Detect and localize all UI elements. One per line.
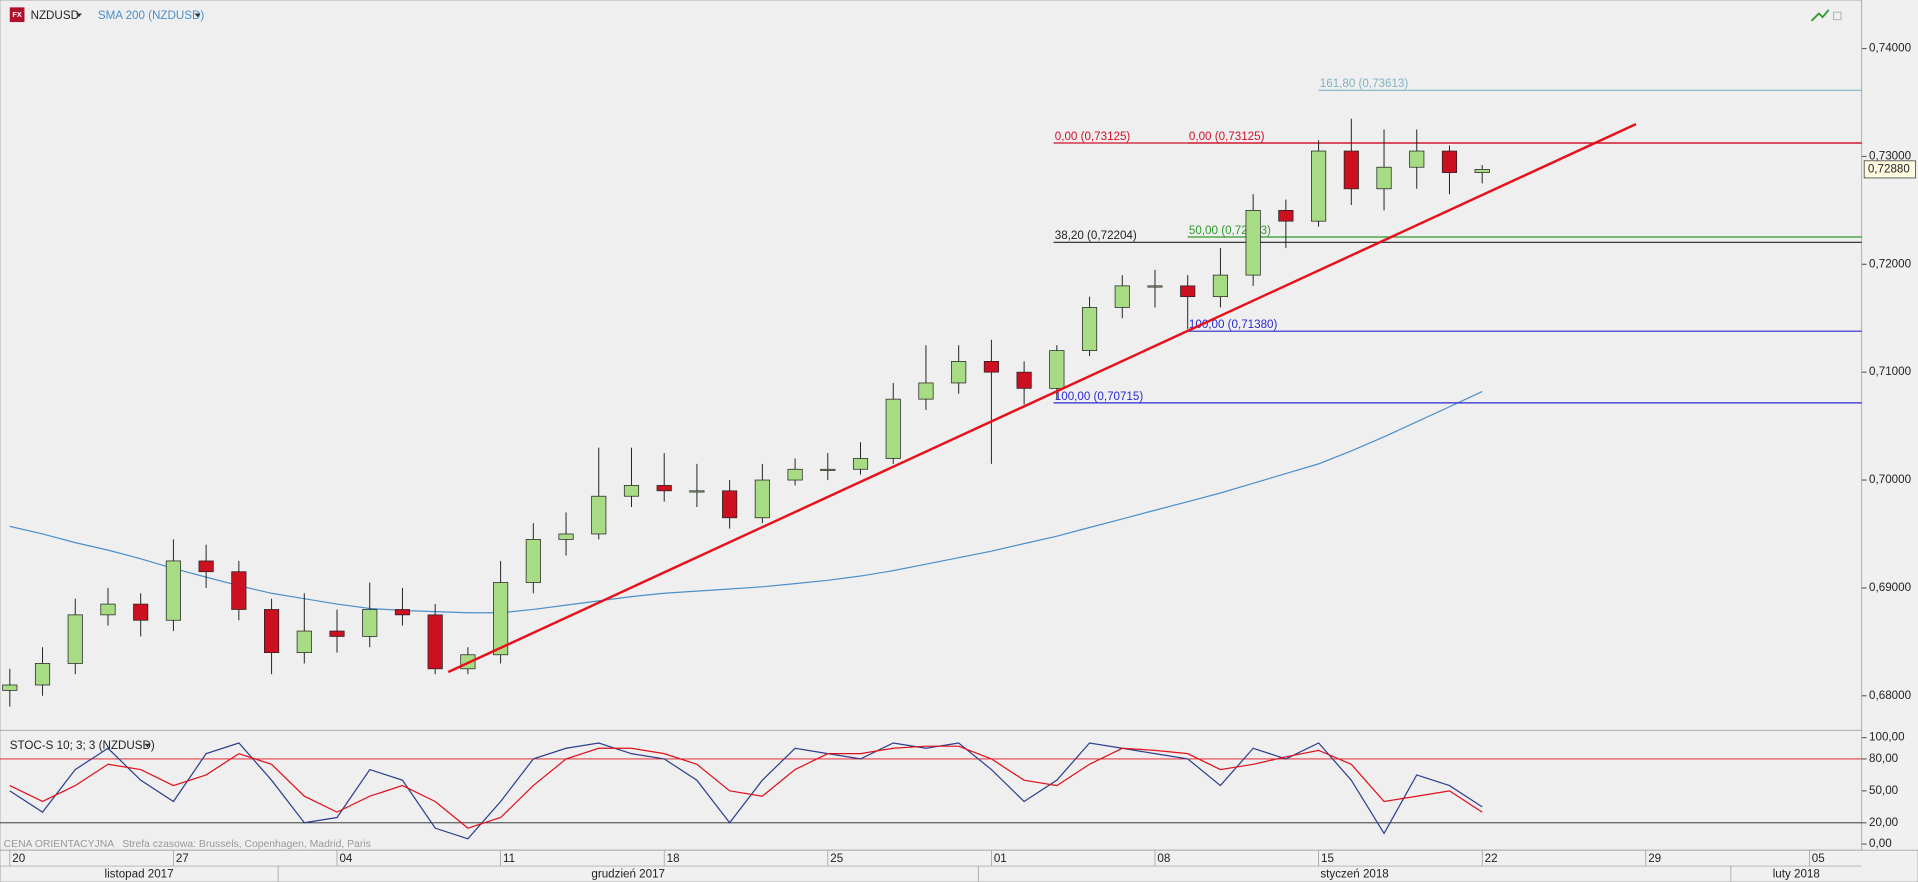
x-tick-label: 25 xyxy=(830,852,843,865)
x-tick-label: 22 xyxy=(1485,852,1498,865)
candle-body xyxy=(951,361,967,384)
fib-level-label: 0,00 (0,73125) xyxy=(1055,130,1131,143)
candle-body xyxy=(820,468,836,471)
footer-note: CENA ORIENTACYJNA Strefa czasowa: Brusse… xyxy=(4,839,371,850)
y-tick-label: 20,00 xyxy=(1869,816,1898,829)
candle-body xyxy=(2,684,18,691)
x-tick-label: 15 xyxy=(1321,852,1334,865)
y-tick-label: 0,69000 xyxy=(1869,581,1911,594)
candle-body xyxy=(1409,150,1425,168)
window-icon[interactable] xyxy=(1832,11,1842,21)
candle-body xyxy=(198,560,214,573)
candle-body xyxy=(1441,150,1458,173)
x-tick-label: 27 xyxy=(176,852,189,865)
x-tick-label: 01 xyxy=(994,852,1007,865)
candle-body xyxy=(983,361,999,373)
candle-body xyxy=(296,630,312,653)
candle-body xyxy=(427,614,443,670)
x-tick-label: 29 xyxy=(1648,852,1661,865)
trendline xyxy=(447,122,1637,674)
last-price-label: 0,72880 xyxy=(1868,162,1910,175)
price-pane xyxy=(0,0,1863,731)
candle-body xyxy=(493,582,509,656)
candle-body xyxy=(1147,285,1163,288)
indicator-label[interactable]: SMA 200 (NZDUSD) xyxy=(98,9,205,22)
trend-icon[interactable] xyxy=(1810,9,1830,22)
candle-body xyxy=(67,614,83,664)
candle-body xyxy=(689,490,705,493)
candle-body xyxy=(525,538,541,583)
stoch-title[interactable]: STOC-S 10; 3; 3 (NZDUSD) xyxy=(10,739,155,752)
fib-level-label: 0,00 (0,73125) xyxy=(1189,130,1265,143)
candle-body xyxy=(1376,166,1392,190)
candle-body xyxy=(165,560,181,621)
candle-body xyxy=(1474,169,1490,173)
candle-body xyxy=(1114,285,1130,308)
dropdown-icon[interactable] xyxy=(75,13,82,18)
candle-body xyxy=(1245,210,1261,276)
candle-body xyxy=(623,485,640,497)
candle-body xyxy=(558,533,574,540)
y-tick-label: 0,73000 xyxy=(1869,150,1911,163)
last-price-box xyxy=(1863,160,1916,179)
x-tick-label: 20 xyxy=(12,852,25,865)
dropdown-icon[interactable] xyxy=(194,13,201,18)
y-tick-label: 0,72000 xyxy=(1869,257,1911,270)
y-tick-label: 0,00 xyxy=(1869,837,1892,850)
candle-body xyxy=(918,382,934,400)
month-label: styczeń 2018 xyxy=(1320,868,1388,881)
fx-icon xyxy=(9,7,25,23)
x-tick-label: 11 xyxy=(503,852,515,865)
candle-body xyxy=(394,609,411,616)
candle-body xyxy=(329,630,345,637)
fib-level-label: 38,20 (0,72204) xyxy=(1055,229,1137,242)
dropdown-icon[interactable] xyxy=(144,743,151,748)
y-tick-label: 0,70000 xyxy=(1869,473,1911,486)
x-tick-label: 05 xyxy=(1812,852,1825,865)
candle-body xyxy=(754,479,770,519)
fib-level-label: 161,80 (0,73613) xyxy=(1320,77,1409,90)
candle-body xyxy=(100,603,116,616)
sma-line xyxy=(9,391,1483,614)
y-tick-label: 100,00 xyxy=(1869,731,1905,744)
symbol-title[interactable]: NZDUSD xyxy=(31,9,79,22)
y-tick-label: 0,74000 xyxy=(1869,42,1911,55)
x-tick-label: 08 xyxy=(1157,852,1170,865)
candle-body xyxy=(133,603,149,621)
fx-icon-text: FX xyxy=(12,10,21,19)
y-tick-label: 50,00 xyxy=(1869,784,1898,797)
candle-body xyxy=(264,609,280,653)
candle-body xyxy=(656,485,672,492)
y-tick-label: 0,68000 xyxy=(1869,689,1911,702)
candle-body xyxy=(852,458,869,470)
month-label: luty 2018 xyxy=(1773,868,1820,881)
y-tick-label: 0,71000 xyxy=(1869,365,1911,378)
y-tick-label: 80,00 xyxy=(1869,752,1898,765)
month-label: grudzień 2017 xyxy=(591,868,665,881)
candle-body xyxy=(34,663,51,686)
candle-body xyxy=(1343,150,1359,190)
candle-body xyxy=(1278,210,1294,222)
x-tick-label: 18 xyxy=(667,852,680,865)
stoch-pane xyxy=(0,729,1863,851)
candle-body xyxy=(1016,371,1032,389)
candle-body xyxy=(1049,350,1065,389)
month-label: listopad 2017 xyxy=(105,868,174,881)
candle-body xyxy=(231,571,247,610)
candle-body xyxy=(722,490,738,519)
candle-body xyxy=(1081,307,1098,351)
candle-body xyxy=(1212,274,1228,298)
candle-body xyxy=(362,609,378,637)
candle-body xyxy=(787,468,803,481)
candle-body xyxy=(1180,285,1196,298)
candle-body xyxy=(591,495,607,535)
x-tick-label: 04 xyxy=(339,852,352,865)
candle-body xyxy=(1311,150,1327,222)
fib-level-label: 100,00 (0,70715) xyxy=(1055,390,1144,403)
stoch-line xyxy=(9,745,1483,829)
candle-body xyxy=(885,398,901,459)
